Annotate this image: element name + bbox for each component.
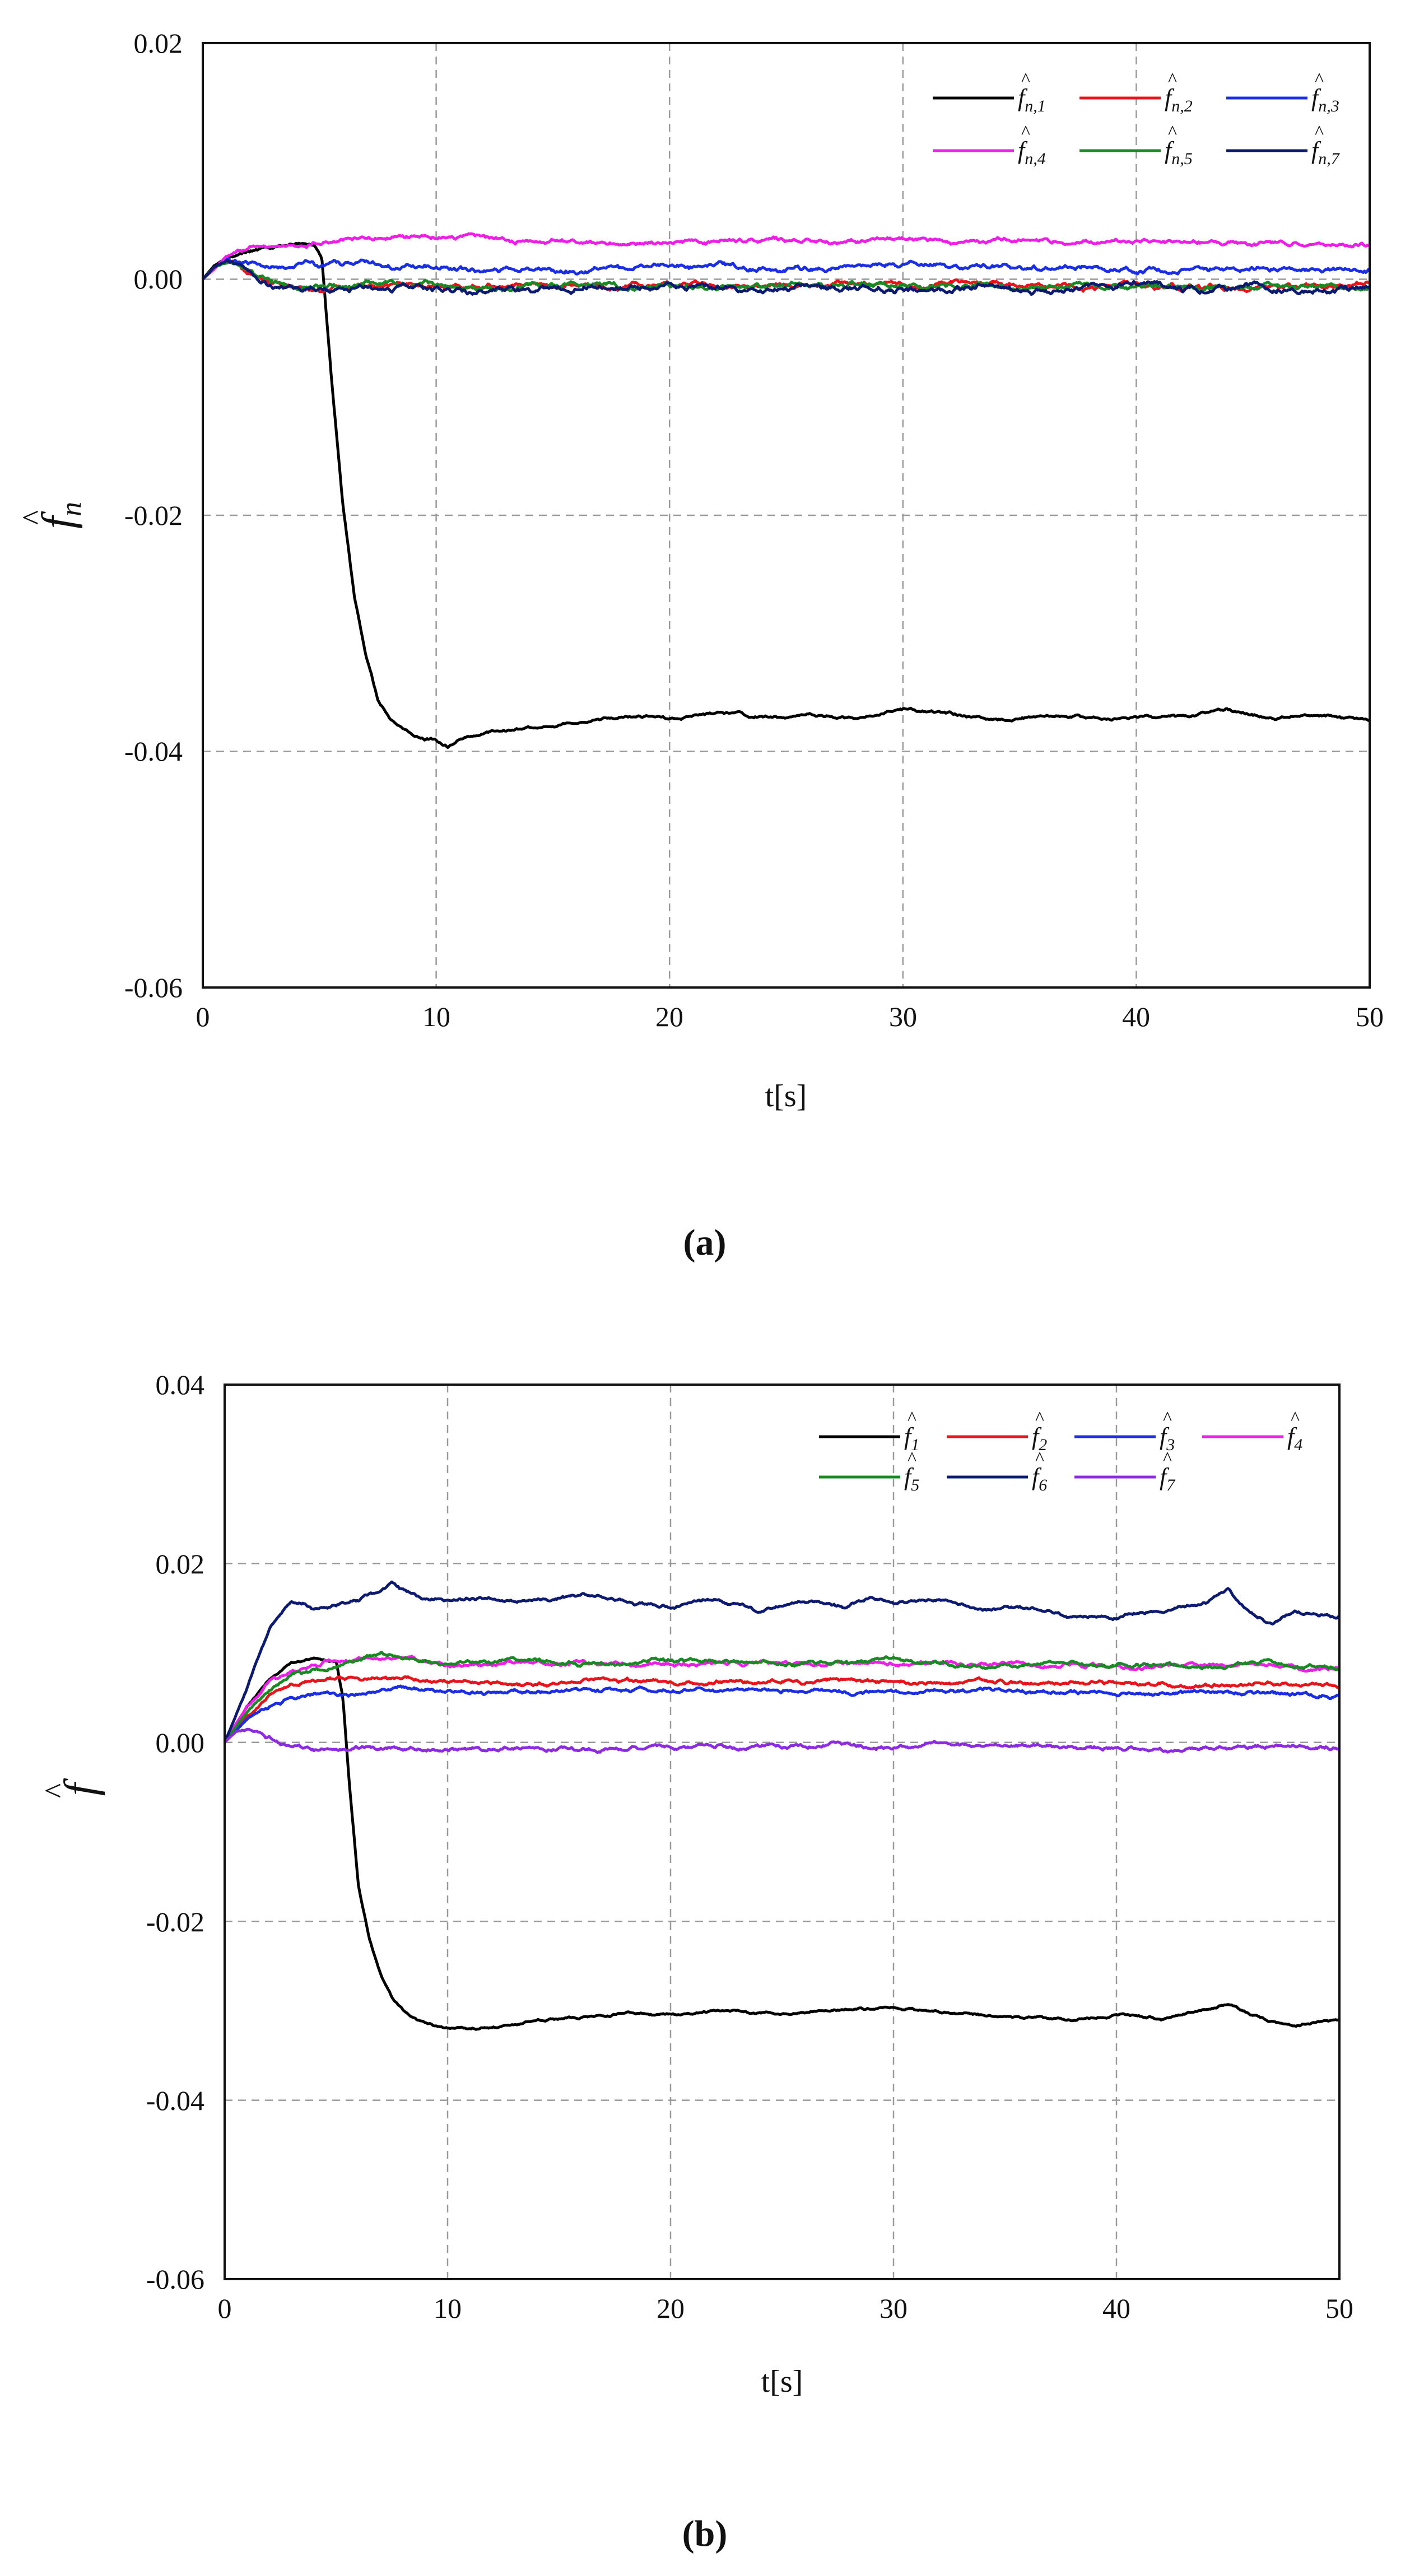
legend-hat: ^: [908, 1448, 916, 1469]
panel-label-b: (b): [682, 2513, 728, 2554]
legend-hat: ^: [908, 1408, 916, 1429]
y-tick-label: -0.06: [124, 972, 183, 1003]
y-tick-label: -0.02: [124, 500, 183, 531]
chart-panel-b: 0.04 0.02 0.00 -0.02 -0.04 -0.06 0 10 20…: [39, 1369, 1353, 2554]
y-tick-label: -0.06: [146, 2263, 204, 2295]
legend-item: f3^: [1074, 1408, 1175, 1454]
legend-item: fn,7^: [1226, 122, 1341, 168]
y-tick-labels-b: 0.04 0.02 0.00 -0.02 -0.04 -0.06: [146, 1369, 204, 2295]
y-tick-label: -0.04: [124, 735, 183, 767]
legend-hat: ^: [1035, 1408, 1044, 1429]
series-layer-a: [202, 232, 1371, 749]
x-tick-label: 20: [655, 1001, 683, 1032]
grid-a: [203, 43, 1370, 987]
legend-item: fn,2^: [1079, 69, 1193, 115]
x-tick-label: 40: [1122, 1001, 1150, 1032]
x-tick-label: 50: [1356, 1001, 1384, 1032]
legend-item: f4^: [1202, 1408, 1302, 1454]
series-line-1: [223, 1656, 1340, 2031]
legend-hat: ^: [1021, 69, 1030, 90]
legend-item: fn,1^: [933, 69, 1046, 115]
legend-hat: ^: [1163, 1408, 1172, 1429]
x-tick-label: 40: [1102, 2293, 1130, 2324]
y-tick-label: 0.00: [134, 263, 183, 295]
legend-hat: ^: [1315, 122, 1324, 143]
series-line-3: [224, 1684, 1341, 1744]
series-line-2: [224, 1675, 1341, 1744]
x-axis-label-b: t[s]: [761, 2364, 803, 2399]
y-axis-hat: ^: [16, 510, 51, 525]
legend-item: f5^: [819, 1448, 919, 1494]
x-tick-label: 10: [422, 1001, 450, 1032]
y-tick-labels-a: 0.02 0.00 -0.02 -0.04 -0.06: [124, 27, 183, 1003]
legend-hat: ^: [1163, 1448, 1172, 1469]
legend-item: fn,5^: [1079, 122, 1193, 168]
legend-item: fn,4^: [933, 122, 1046, 168]
y-axis-label-b: f ^: [39, 1778, 105, 1798]
y-axis-label-a: fn ^: [16, 502, 87, 529]
x-tick-label: 20: [657, 2293, 685, 2324]
legend-item: f7^: [1074, 1448, 1176, 1494]
series-line-n-1: [202, 241, 1370, 749]
legend-hat: ^: [1021, 122, 1030, 143]
x-tick-label: 50: [1325, 2293, 1353, 2324]
plot-frame-b: [224, 1384, 1341, 2280]
x-tick-labels-a: 0 10 20 30 40 50: [196, 1001, 1384, 1032]
legend-a: fn,1^ fn,2^ fn,3^ fn,4^ fn,5^ fn,7^: [933, 69, 1341, 168]
legend-hat: ^: [1291, 1408, 1300, 1429]
legend-item: f2^: [947, 1408, 1047, 1454]
y-tick-label: 0.02: [156, 1548, 205, 1580]
series-layer-b: [223, 1580, 1341, 2031]
y-tick-label: -0.04: [146, 2085, 204, 2116]
series-line-n-7: [202, 259, 1370, 296]
series-line-n-3: [202, 255, 1370, 281]
series-line-n-4: [202, 232, 1371, 281]
legend-item: fn,3^: [1226, 69, 1339, 115]
series-line-7: [224, 1727, 1341, 1754]
legend-item: f6^: [947, 1448, 1047, 1494]
y-axis-hat: ^: [39, 1783, 73, 1798]
legend-b: f1^ f2^ f3^ f4^ f5^ f6^ f7^: [819, 1408, 1302, 1494]
plot-frame-a: [202, 42, 1371, 989]
y-tick-label: 0.02: [134, 27, 183, 59]
legend-item: f1^: [819, 1408, 919, 1454]
x-tick-label: 10: [434, 2293, 462, 2324]
legend-hat: ^: [1168, 69, 1177, 90]
x-tick-labels-b: 0 10 20 30 40 50: [218, 2293, 1354, 2324]
y-tick-label: -0.02: [146, 1906, 204, 1937]
chart-panel-a: 0.02 0.00 -0.02 -0.04 -0.06 0 10 20 30 4…: [16, 27, 1384, 1263]
x-tick-label: 30: [879, 2293, 908, 2324]
grid-b: [225, 1385, 1339, 2279]
series-line-6: [223, 1580, 1340, 1743]
series-line-5: [223, 1651, 1341, 1744]
panel-label-a: (a): [683, 1222, 727, 1263]
x-tick-label: 0: [218, 2293, 232, 2324]
legend-hat: ^: [1035, 1448, 1044, 1469]
series-line-4: [223, 1655, 1341, 1744]
x-tick-label: 0: [196, 1001, 210, 1032]
y-tick-label: 0.04: [156, 1369, 205, 1400]
legend-hat: ^: [1168, 122, 1177, 143]
legend-hat: ^: [1315, 69, 1324, 90]
x-tick-label: 30: [889, 1001, 917, 1032]
y-tick-label: 0.00: [156, 1727, 205, 1758]
x-axis-label-a: t[s]: [765, 1079, 807, 1114]
y-axis-subscript: n: [55, 502, 87, 516]
